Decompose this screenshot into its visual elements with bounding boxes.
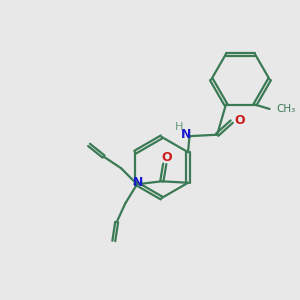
Text: CH₃: CH₃ (277, 104, 296, 114)
Text: N: N (181, 128, 191, 141)
Text: O: O (235, 114, 245, 127)
Text: H: H (175, 122, 184, 132)
Text: O: O (161, 151, 172, 164)
Text: N: N (133, 176, 143, 189)
